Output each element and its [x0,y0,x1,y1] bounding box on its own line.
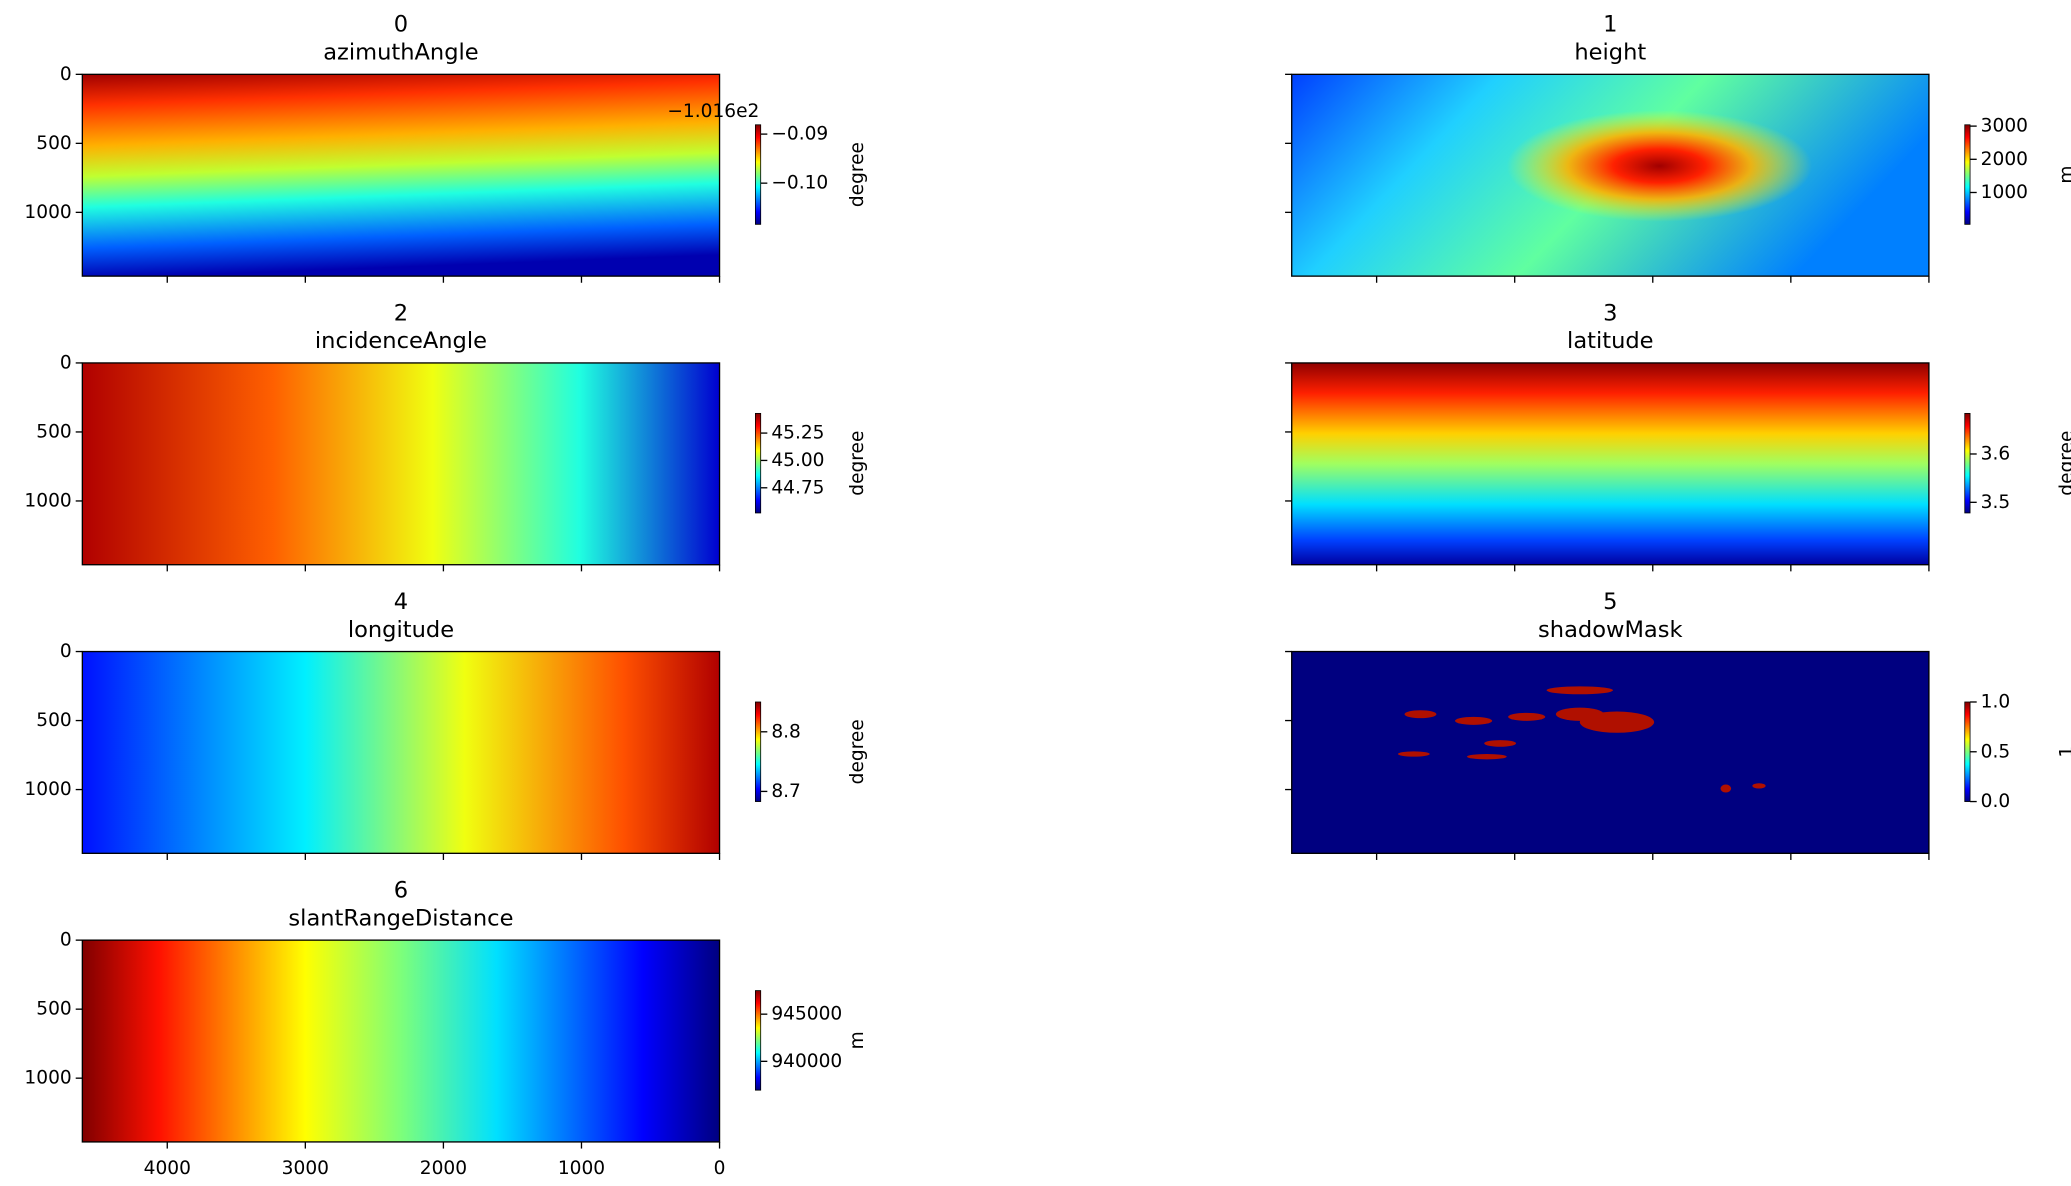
subplot-title: height [1574,40,1646,66]
x-tick-label: 1000 [558,1158,605,1179]
subplot-index: 3 [1603,300,1617,326]
image [1291,651,1929,854]
colorbar-tick-label: 0.5 [1981,741,2011,762]
colorbar [1964,124,1971,225]
colorbar-label: m [847,1031,868,1049]
colorbar [754,412,762,514]
colorbar-tick-label: 940000 [771,1051,842,1072]
y-tick-label: 1000 [24,490,71,511]
axes-frame [1291,362,1930,566]
y-tick-label: 0 [60,930,72,951]
axes-frame [81,650,721,854]
colorbar-tick-label: 0.0 [1981,791,2011,812]
y-tick-label: 1000 [24,779,71,800]
image [82,74,720,277]
x-tick-label: 3000 [282,1158,329,1179]
y-tick-label: 500 [36,710,71,731]
image [82,362,720,565]
colorbar-tick-label: 3.5 [1981,492,2011,513]
colorbar [1964,701,1971,802]
colorbar [754,701,762,802]
image-detail [1397,110,1813,793]
subplot-index: 1 [1603,12,1617,38]
image [1291,362,1929,565]
subplot-index: 0 [394,12,408,38]
axes-frame [81,73,721,277]
subplot-index: 2 [394,300,408,326]
colorbar-tick-label: 2000 [1981,149,2028,170]
colorbar-tick-label: 1.0 [1981,691,2011,712]
axes-frame [81,362,721,566]
x-tick-label: 0 [714,1158,726,1179]
subplot-index: 4 [394,589,408,615]
subplot-index: 5 [1603,589,1617,615]
colorbar-tick-label: −0.10 [771,173,828,194]
colorbar-tick-label: 1000 [1981,182,2028,203]
x-tick-label: 2000 [420,1158,467,1179]
image [82,651,720,854]
colorbar-tick-label: −0.09 [771,124,828,145]
subplot-index: 6 [394,878,408,904]
x-tick-label: 4000 [144,1158,191,1179]
subplot-title: longitude [348,617,454,643]
y-tick-label: 0 [60,641,72,662]
offset-text: −1.016e2 [667,101,759,122]
y-tick-label: 0 [60,352,72,373]
colorbar-tick-label: 8.8 [771,721,801,742]
y-tick-label: 0 [60,64,72,85]
axes-frame [81,939,721,1143]
subplot-title: latitude [1567,328,1653,354]
y-tick-label: 500 [36,999,71,1020]
colorbar-tick-label: 945000 [771,1004,842,1025]
plots: 0azimuthAngle05001000−0.10−0.09degree−1.… [24,12,2071,1179]
colorbar-tick-label: 45.25 [771,423,824,444]
subplot-title: incidenceAngle [315,328,487,354]
colorbar [754,124,762,225]
colorbar-tick-label: 3000 [1981,116,2028,137]
colorbar-label: m [2056,166,2071,184]
colorbar-tick-label: 3.6 [1981,443,2011,464]
image [82,940,720,1142]
colorbar-label: degree [847,142,868,207]
subplot-title: shadowMask [1538,617,1682,643]
colorbar-tick-label: 45.00 [771,450,824,471]
colorbar-label: degree [847,719,868,784]
y-tick-label: 500 [36,421,71,442]
axes-frame [1291,73,1930,277]
colorbar-tick-label: 44.75 [771,477,824,498]
colorbar-label: degree [2056,431,2071,496]
subplot-title: azimuthAngle [323,40,478,66]
axes-frame [1291,650,1930,854]
colorbar-tick-label: 8.7 [771,781,801,802]
y-tick-label: 500 [36,133,71,154]
colorbar [1964,412,1971,514]
colorbar-label: degree [847,431,868,496]
colorbar [754,990,762,1091]
colorbar-label: 1 [2056,746,2071,758]
y-tick-label: 1000 [24,1068,71,1089]
y-tick-label: 1000 [24,202,71,223]
subplot-title: slantRangeDistance [288,905,513,931]
